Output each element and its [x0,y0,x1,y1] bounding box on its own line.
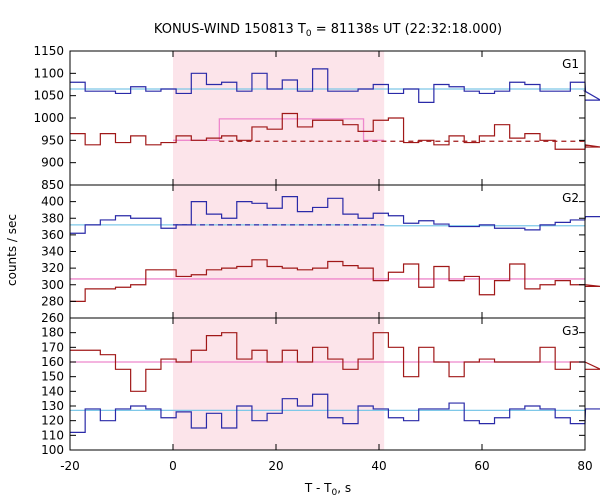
x-tick-label: -20 [60,459,80,473]
series-upper-steps [70,393,600,433]
panels-group: 8509009501000105011001150G12602803003203… [33,44,600,473]
chart-title: KONUS-WIND 150813 T0 = 81138s UT (22:32:… [154,22,502,39]
x-tick-label: 20 [268,459,283,473]
y-tick-label: 950 [41,133,64,147]
panel-g1: 850 900 950 1000 1050 1100 1150 G1 [33,44,600,192]
y-tick-label: 180 [41,326,64,340]
panel-label: G3 [562,324,579,338]
y-axis-label: counts / sec [5,214,19,286]
y-tick-label: 160 [41,355,64,369]
chart-title-pre: KONUS-WIND 150813 T [154,22,306,37]
y-tick-label: 340 [41,245,64,259]
highlight-interval [173,51,385,450]
y-tick-label: 850 [41,178,64,192]
x-tick-label: 80 [577,459,592,473]
x-tick-label: 40 [371,459,386,473]
y-tick-label: 300 [41,278,64,292]
series-lower-steps [70,332,600,392]
source-fit-line [173,118,385,141]
series-lower-steps [70,112,600,150]
y-tick-label: 400 [41,195,64,209]
series-lower-steps [70,259,600,302]
x-axis-label-post: , s [337,481,351,495]
y-tick-label: 140 [41,384,64,398]
y-tick-label: 110 [41,428,64,442]
y-tick-label: 120 [41,414,64,428]
y-tick-label: 360 [41,228,64,242]
y-tick-label: 1100 [33,66,64,80]
panel-frame [69,317,586,451]
y-tick-label: 130 [41,399,64,413]
x-axis-label: T - T0, s [304,481,351,498]
series-upper-steps [70,196,600,234]
chart-title-sub: 0 [306,29,312,39]
chart-title-post: = 81138s UT (22:32:18.000) [312,22,502,37]
y-tick-label: 170 [41,340,64,354]
y-tick-label: 150 [41,370,64,384]
y-tick-label: 320 [41,261,64,275]
panel-g2: 260 280 300 320 340 360 380 400 G2 [41,184,600,325]
x-axis-label-sub: 0 [332,488,338,498]
x-tick-label: 0 [169,459,177,473]
y-tick-label: 260 [41,311,64,325]
panel-label: G1 [562,57,579,71]
y-tick-label: 900 [41,156,64,170]
y-tick-label: 1050 [33,89,64,103]
y-tick-label: 1000 [33,111,64,125]
series-upper-steps [70,68,600,103]
x-axis-label-pre: T - T [304,481,332,495]
panel-label: G2 [562,191,579,205]
x-tick-label: 60 [474,459,489,473]
y-tick-label: 280 [41,294,64,308]
y-tick-label: 380 [41,211,64,225]
y-tick-label: 1150 [33,44,64,58]
y-tick-label: 100 [41,443,64,457]
